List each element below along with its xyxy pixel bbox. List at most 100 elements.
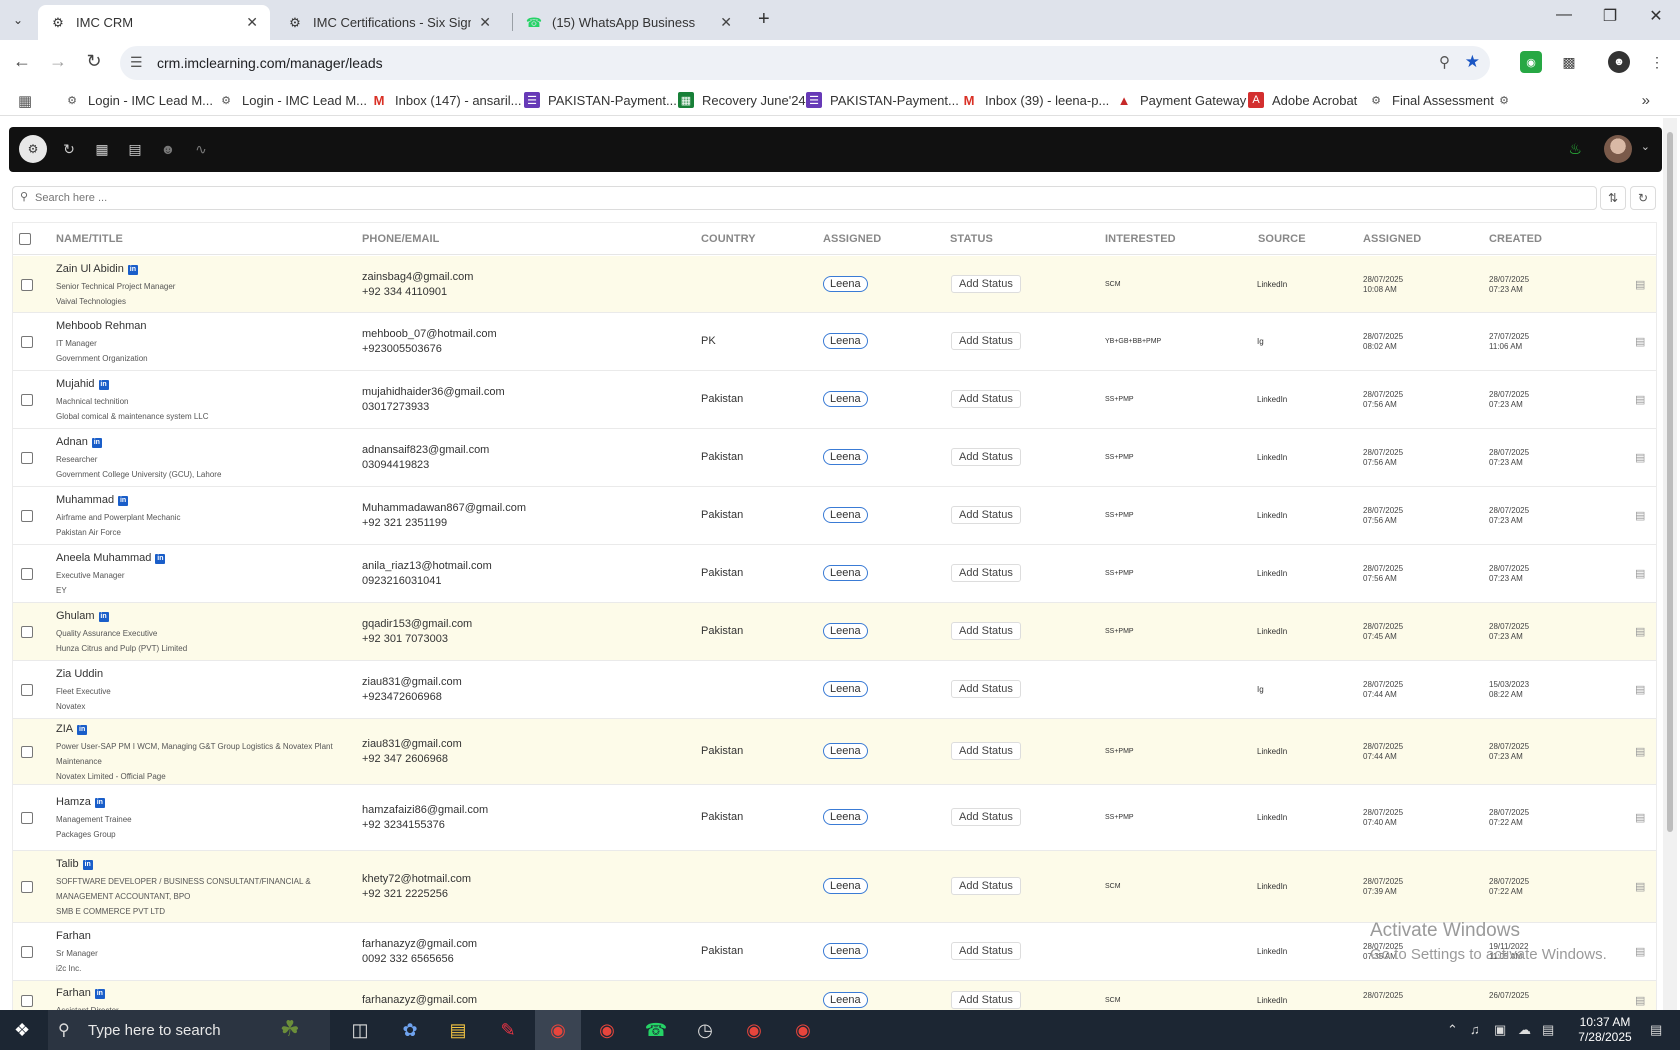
- row-checkbox[interactable]: [21, 746, 33, 758]
- lead-email[interactable]: mehboob_07@hotmail.com: [362, 328, 497, 340]
- add-status-button[interactable]: Add Status: [951, 506, 1021, 524]
- window-close-icon[interactable]: ✕: [1649, 8, 1663, 25]
- close-icon[interactable]: ✕: [479, 14, 491, 30]
- lead-email[interactable]: hamzafaizi86@gmail.com: [362, 804, 489, 816]
- row-checkbox[interactable]: [21, 995, 33, 1007]
- search-input[interactable]: [35, 189, 1535, 207]
- lead-name[interactable]: Ghulam in: [56, 610, 109, 622]
- network-icon[interactable]: ▤: [1542, 1022, 1555, 1037]
- scrollbar-thumb[interactable]: [1667, 132, 1673, 832]
- assigned-badge[interactable]: Leena: [823, 449, 868, 465]
- linkedin-icon[interactable]: in: [94, 988, 105, 999]
- bell-icon[interactable]: ♨: [1568, 141, 1582, 158]
- linkedin-icon[interactable]: in: [77, 725, 88, 735]
- notes-icon[interactable]: ▤: [1635, 995, 1646, 1007]
- row-checkbox[interactable]: [21, 510, 33, 522]
- row-checkbox[interactable]: [21, 452, 33, 464]
- lead-phone[interactable]: +92 347 2606968: [362, 753, 448, 765]
- lead-name-text[interactable]: Muhammad: [56, 494, 115, 506]
- lead-phone[interactable]: +923005503676: [362, 343, 442, 355]
- notes-icon[interactable]: ▤: [1635, 510, 1646, 522]
- filter-button[interactable]: ⇅: [1600, 186, 1626, 210]
- copilot-icon[interactable]: ✿: [402, 1019, 418, 1040]
- lead-email[interactable]: anila_riaz13@hotmail.com: [362, 560, 492, 572]
- table-row[interactable]: Talib in SOFFTWARE DEVELOPER / BUSINESS CO…: [13, 851, 1656, 923]
- row-checkbox[interactable]: [21, 394, 33, 406]
- windows-start-icon[interactable]: ❖: [14, 1020, 31, 1040]
- file-explorer-icon[interactable]: ▤: [449, 1019, 467, 1040]
- add-status-button[interactable]: Add Status: [951, 942, 1021, 960]
- lead-name[interactable]: Muhammad in: [56, 494, 129, 506]
- bookmark-item[interactable]: M Inbox (147) - ansaril...: [371, 92, 522, 108]
- bookmark-item[interactable]: ⚙ Final Assessment: [1368, 92, 1494, 108]
- table-row[interactable]: Aneela Muhammad in Executive Manager EY anil…: [13, 545, 1656, 603]
- row-checkbox[interactable]: [21, 946, 33, 958]
- whatsapp-icon[interactable]: ☎: [644, 1019, 668, 1040]
- chrome-icon[interactable]: ◉: [550, 1019, 566, 1040]
- lead-email[interactable]: Muhammadawan867@gmail.com: [362, 502, 527, 514]
- forward-icon[interactable]: →: [49, 51, 67, 71]
- assigned-badge[interactable]: Leena: [823, 992, 868, 1008]
- linkedin-icon[interactable]: in: [118, 496, 129, 506]
- lead-name-text[interactable]: ZIA: [56, 723, 74, 735]
- table-row[interactable]: ZIA in Power User-SAP PM I WCM, Managing G…: [13, 719, 1656, 785]
- row-checkbox[interactable]: [21, 626, 33, 638]
- volume-icon[interactable]: ♫: [1470, 1022, 1480, 1037]
- lead-name[interactable]: Farhan: [56, 930, 91, 942]
- notes-icon[interactable]: ▤: [1635, 336, 1646, 348]
- header-created[interactable]: CREATED: [1489, 233, 1543, 245]
- lead-email[interactable]: ziau831@gmail.com: [362, 738, 462, 750]
- table-row[interactable]: Muhammad in Airframe and Powerplant Mechan…: [13, 487, 1656, 545]
- clock-app-icon[interactable]: ◷: [697, 1019, 713, 1040]
- lead-email[interactable]: farhanazyz@gmail.com: [362, 938, 478, 950]
- lead-name-text[interactable]: Ghulam: [56, 610, 95, 622]
- tray-chevron-icon[interactable]: ⌃: [1447, 1022, 1458, 1037]
- add-status-button[interactable]: Add Status: [951, 808, 1021, 826]
- lead-name-text[interactable]: Farhan: [56, 986, 91, 999]
- chevron-down-icon[interactable]: ⌄: [1640, 141, 1650, 153]
- restore-icon[interactable]: ❐: [1602, 8, 1618, 25]
- assigned-badge[interactable]: Leena: [823, 333, 868, 349]
- close-icon[interactable]: ✕: [246, 14, 258, 30]
- notes-icon[interactable]: ▤: [1635, 812, 1646, 824]
- lead-name-text[interactable]: Hamza: [56, 796, 91, 808]
- lead-email[interactable]: ziau831@gmail.com: [362, 676, 462, 688]
- lead-name[interactable]: Adnan in: [56, 436, 102, 448]
- add-status-button[interactable]: Add Status: [951, 680, 1021, 698]
- taskbar-clock[interactable]: 10:37 AM 7/28/2025: [1565, 1015, 1645, 1045]
- assigned-badge[interactable]: Leena: [823, 507, 868, 523]
- user-icon[interactable]: ☻: [160, 141, 176, 157]
- assigned-badge[interactable]: Leena: [823, 809, 868, 825]
- assigned-badge[interactable]: Leena: [823, 565, 868, 581]
- imc-logo-icon[interactable]: ⚙: [19, 135, 47, 163]
- url-text[interactable]: crm.imclearning.com/manager/leads: [157, 55, 383, 71]
- bookmark-item[interactable]: A Adobe Acrobat: [1248, 92, 1357, 108]
- close-icon[interactable]: ✕: [720, 14, 732, 30]
- tray-app-icon[interactable]: ▣: [1494, 1022, 1507, 1037]
- lead-name[interactable]: Mehboob Rehman: [56, 320, 147, 332]
- table-row[interactable]: Hamza in Management Trainee Packages Group h…: [13, 785, 1656, 851]
- notifications-icon[interactable]: ▤: [1650, 1022, 1663, 1037]
- lead-name[interactable]: ZIA in: [56, 723, 88, 735]
- zoom-icon[interactable]: ⚲: [1439, 54, 1450, 71]
- header-status[interactable]: STATUS: [950, 233, 993, 245]
- assigned-badge[interactable]: Leena: [823, 743, 868, 759]
- linkedin-icon[interactable]: in: [94, 798, 105, 808]
- lead-email[interactable]: zainsbag4@gmail.com: [362, 270, 474, 283]
- chrome-icon[interactable]: ◉: [746, 1019, 762, 1040]
- bookmark-item[interactable]: ⚙ Login - IMC Lead M...: [218, 92, 367, 108]
- lead-phone[interactable]: 03094419823: [362, 459, 430, 471]
- profile-avatar[interactable]: ☻: [1608, 51, 1630, 73]
- lead-email[interactable]: mujahidhaider36@gmail.com: [362, 386, 505, 398]
- tab-whatsapp[interactable]: ☎ (15) WhatsApp Business ✕: [514, 5, 744, 40]
- table-row[interactable]: Zia Uddin Fleet Executive Novatex ziau831@g…: [13, 661, 1656, 719]
- add-status-button[interactable]: Add Status: [951, 991, 1021, 1009]
- lead-phone[interactable]: +92 321 2225256: [362, 888, 448, 900]
- address-bar[interactable]: ☰ crm.imclearning.com/manager/leads ⚲ ★: [120, 46, 1490, 80]
- lead-name-text[interactable]: Adnan: [56, 436, 88, 448]
- sync-icon[interactable]: ↻: [63, 140, 75, 157]
- cloud-icon[interactable]: ☁: [1518, 1022, 1531, 1037]
- calendar-icon[interactable]: ▦: [95, 140, 109, 157]
- lead-name[interactable]: Talib in: [56, 858, 93, 870]
- assigned-badge[interactable]: Leena: [823, 943, 868, 959]
